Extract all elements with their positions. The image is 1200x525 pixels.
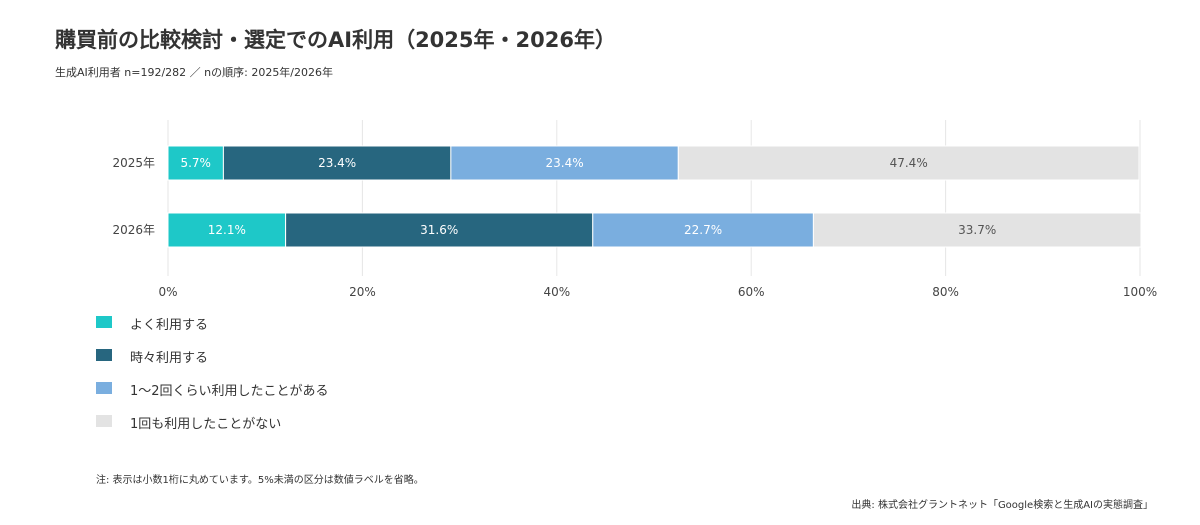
x-tick-label: 80% [932,285,959,299]
chart-title: 購買前の比較検討・選定でのAI利用（2025年・2026年） [55,28,616,52]
x-tick-label: 60% [738,285,765,299]
bar-segment [167,145,224,181]
legend-label-once-or-twice: 1〜2回くらい利用したことがある [130,384,329,399]
data-label: 5.7% [180,156,211,170]
footnote: 注: 表示は小数1桁に丸めています。5%未満の区分は数値ラベルを省略。 [96,475,424,486]
bar-segment [167,212,287,248]
legend-label-never: 1回も利用したことがない [130,417,282,432]
legend-item-never: 1回も利用したことがない [96,411,496,433]
data-label: 12.1% [208,223,246,237]
legend-swatch-once-or-twice [96,382,112,394]
bar-segment [677,145,1140,181]
y-category-label: 2025年 [112,156,155,170]
data-label: 22.7% [684,223,722,237]
chart-subtitle: 生成AI利用者 n=192/282 ／ nの順序: 2025年/2026年 [55,66,334,79]
bar-segment [592,212,814,248]
legend-label-sometimes: 時々利用する [130,351,209,366]
x-tick-label: 0% [158,285,177,299]
legend-item-sometimes: 時々利用する [96,345,496,367]
legend-swatch-sometimes [96,349,112,361]
bars: 5.7% 23.4% 23.4% 47.4% 12.1% 31.6% 22.7% 33.7% [167,145,1142,248]
data-label: 47.4% [890,156,928,170]
x-tick-label: 100% [1123,285,1157,299]
x-tick-label: 20% [349,285,376,299]
bar-segment [812,212,1142,248]
data-label: 23.4% [318,156,356,170]
legend-swatch-never [96,415,112,427]
y-axis-labels: 2025年 2026年 [112,156,155,237]
legend-item-once-or-twice: 1〜2回くらい利用したことがある [96,378,496,400]
x-tick-label: 40% [543,285,570,299]
source-credit: 出典: 株式会社グラントネット「Google検索と生成AIの実態調査」 [851,500,1153,511]
legend-label-often: よく利用する [130,318,209,333]
data-label: 23.4% [546,156,584,170]
bar-segment [222,145,452,181]
y-category-label: 2026年 [112,223,155,237]
data-label: 31.6% [420,223,458,237]
legend-item-often: よく利用する [96,312,496,334]
data-label: 33.7% [958,223,996,237]
bar-segment [285,212,594,248]
x-axis-tick-labels: 0% 20% 40% 60% 80% 100% [158,285,1157,299]
legend-swatch-often [96,316,112,328]
gridlines [167,120,1141,276]
